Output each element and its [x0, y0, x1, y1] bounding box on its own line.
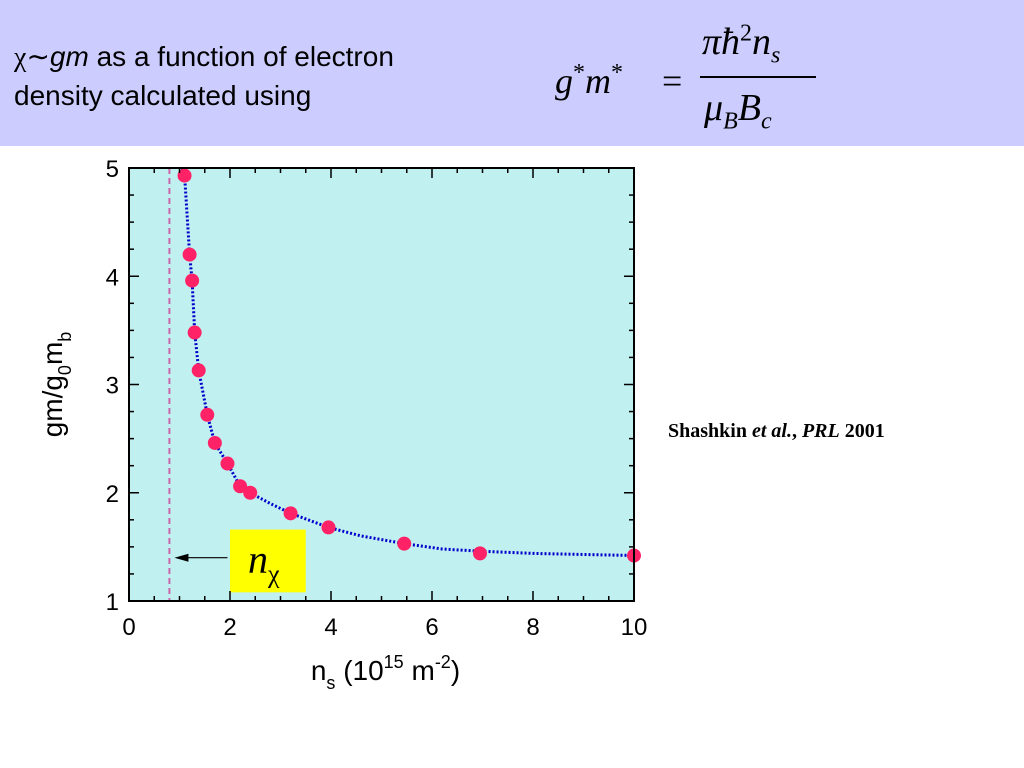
y-tick-label: 2: [106, 481, 119, 508]
data-point: [207, 435, 222, 450]
data-point: [185, 273, 200, 288]
x-tick-label: 2: [223, 614, 236, 641]
formula-equals: =: [662, 61, 683, 101]
data-point: [177, 168, 192, 183]
y-tick-label: 5: [106, 156, 119, 183]
formula-lhs: g*m*: [555, 60, 623, 101]
data-point: [182, 247, 197, 262]
header-text: χ∼gm as a function of electron density c…: [14, 38, 534, 115]
n-chi-label: nχ: [248, 536, 280, 588]
data-point: [397, 536, 412, 551]
y-axis-title: gm/g0mb: [37, 332, 75, 438]
data-point: [200, 407, 215, 422]
plot-area: [129, 168, 634, 601]
header-banner: χ∼gm as a function of electron density c…: [0, 0, 1024, 146]
x-tick-label: 4: [324, 614, 337, 641]
data-point: [220, 456, 235, 471]
y-tick-label: 1: [106, 589, 119, 616]
y-tick-label: 4: [106, 264, 119, 291]
label-box: [230, 529, 306, 593]
data-point: [243, 485, 258, 500]
tilde-symbol: ∼: [26, 42, 50, 73]
x-tick-label: 6: [425, 614, 438, 641]
formula-numerator: πħ2ns: [702, 20, 781, 69]
arrow-head: [174, 553, 189, 562]
chi-symbol: χ: [14, 42, 27, 73]
data-point: [191, 363, 206, 378]
formula: g*m* = πħ2ns μBBc: [552, 12, 832, 137]
x-axis-title: ns (1015 m-2): [311, 652, 460, 693]
formula-denominator: μBBc: [704, 87, 772, 135]
fraction-bar: [700, 76, 816, 78]
data-point: [283, 506, 298, 521]
gm-term: gm: [49, 41, 89, 72]
data-point: [472, 546, 487, 561]
citation: Shashkin et al., PRL 2001: [668, 420, 885, 442]
x-tick-label: 10: [621, 614, 648, 641]
data-point: [321, 520, 336, 535]
header-line1: as a function of electron: [88, 41, 394, 72]
data-point: [187, 325, 202, 340]
x-tick-label: 0: [122, 614, 135, 641]
x-tick-label: 8: [526, 614, 539, 641]
data-point: [233, 479, 248, 494]
header-line2: density calculated using: [14, 80, 312, 111]
y-tick-label: 3: [106, 373, 119, 400]
